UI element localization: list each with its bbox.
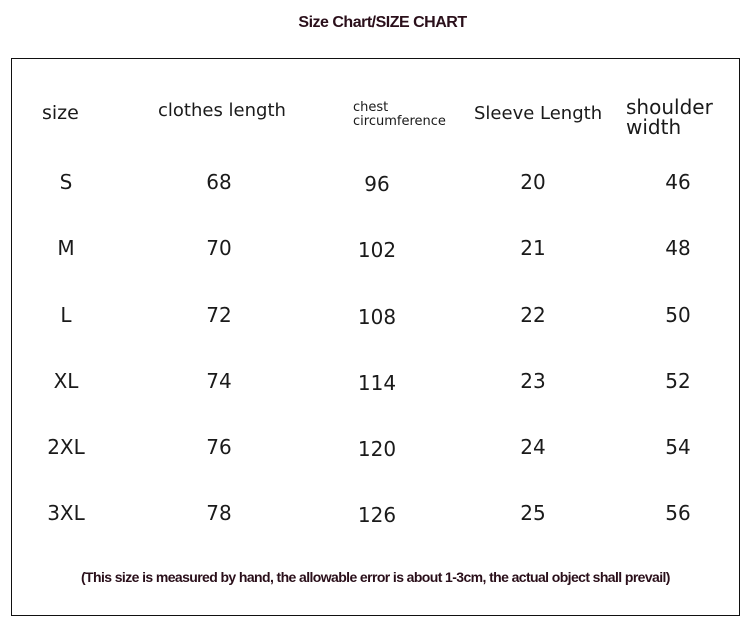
table-cell: 108 (357, 305, 397, 329)
table-cell: 52 (665, 369, 691, 393)
table-cell: 21 (520, 236, 546, 260)
table-cell: 46 (665, 170, 691, 194)
table-cell: 22 (520, 303, 546, 327)
table-cell: 74 (206, 369, 232, 393)
table-cell: 76 (206, 435, 232, 459)
table-cell: 78 (206, 501, 232, 525)
table-cell: 72 (206, 303, 232, 327)
table-cell: 25 (520, 501, 546, 525)
table-cell: 70 (206, 236, 232, 260)
table-cell: 96 (364, 172, 390, 196)
table-cell: 20 (520, 170, 546, 194)
table-cell: 3XL (47, 501, 85, 525)
header-shoulder-width: shoulder width (626, 95, 713, 139)
table-cell: 120 (357, 437, 397, 461)
header-clothes-length: clothes length (158, 100, 286, 121)
table-cell: L (60, 303, 72, 327)
table-cell: 102 (357, 238, 397, 262)
table-cell: S (59, 170, 73, 194)
table-cell: M (57, 236, 75, 260)
table-cell: 2XL (47, 435, 85, 459)
table-cell: 24 (520, 435, 546, 459)
table-cell: 23 (520, 369, 546, 393)
header-chest-circumference: chest circumference (353, 100, 446, 129)
table-cell: 56 (665, 501, 691, 525)
page-title: Size Chart/SIZE CHART (298, 14, 467, 31)
table-cell: XL (53, 369, 79, 393)
header-sleeve-length: Sleeve Length (474, 103, 603, 124)
table-cell: 68 (206, 170, 232, 194)
table-cell: 126 (357, 503, 397, 527)
measurement-note: (This size is measured by hand, the allo… (81, 569, 670, 585)
size-table-frame (11, 58, 740, 616)
table-cell: 114 (357, 371, 397, 395)
table-cell: 48 (665, 236, 691, 260)
table-cell: 50 (665, 303, 691, 327)
table-cell: 54 (665, 435, 691, 459)
header-size: size (42, 102, 79, 124)
